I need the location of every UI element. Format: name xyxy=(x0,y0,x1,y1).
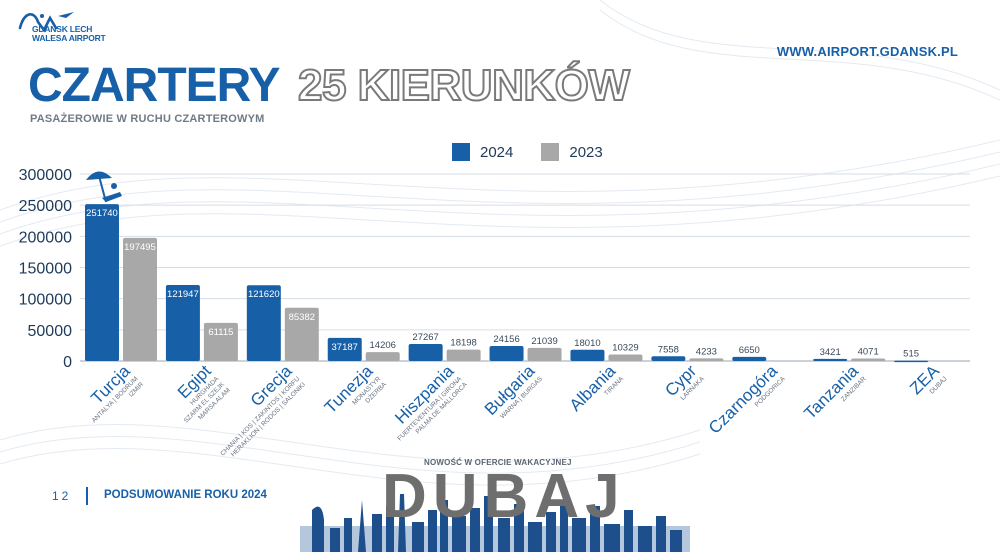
chart-legend: 2024 2023 xyxy=(452,143,619,161)
data-label: 37187 xyxy=(332,342,358,353)
promo-destination: DUBAJ xyxy=(382,462,626,531)
bar-2024 xyxy=(408,344,443,361)
data-label: 3421 xyxy=(820,347,841,358)
data-label: 27267 xyxy=(412,332,438,343)
legend-label-2023: 2023 xyxy=(569,143,603,161)
bar-2024 xyxy=(732,356,767,361)
y-tick-label: 50000 xyxy=(28,323,73,340)
legend-label-2024: 2024 xyxy=(480,143,514,161)
bar-2023 xyxy=(608,354,643,361)
data-label: 7558 xyxy=(658,344,679,355)
footer-title: PODSUMOWANIE ROKU 2024 xyxy=(104,489,267,501)
data-label: 61115 xyxy=(208,327,233,338)
y-tick-label: 250000 xyxy=(19,198,72,215)
bar-2023 xyxy=(123,237,157,361)
new-offer-label: NOWOŚĆ W OFERCIE WAKACYJNEJ xyxy=(424,458,572,467)
bar-2023 xyxy=(527,347,562,361)
y-tick-label: 200000 xyxy=(19,229,72,246)
y-tick-label: 150000 xyxy=(19,261,72,278)
page-number: 12 xyxy=(52,489,72,503)
bar-2024 xyxy=(651,356,686,361)
data-label: 121620 xyxy=(248,289,280,300)
data-label: 21039 xyxy=(531,336,557,347)
y-tick-label: 100000 xyxy=(19,292,72,309)
data-label: 85382 xyxy=(289,312,315,323)
bar-2023 xyxy=(365,352,400,361)
y-tick-label: 0 xyxy=(63,354,72,371)
legend-swatch-2023 xyxy=(541,143,560,161)
bar-2024 xyxy=(165,284,200,361)
bar-2024 xyxy=(246,285,281,361)
x-tick-label: Czarnogóra xyxy=(705,361,782,438)
bar-2024 xyxy=(489,345,524,361)
bar-2023 xyxy=(851,358,886,361)
logo-text: GDANSK LECH WALESA AIRPORT xyxy=(32,25,106,43)
bar-2024 xyxy=(327,337,362,361)
bar-2023 xyxy=(689,358,724,361)
logo-line1: GDANSK LECH xyxy=(32,24,93,34)
bar-2024 xyxy=(85,204,119,361)
bar-2023 xyxy=(446,349,481,361)
data-label: 4233 xyxy=(696,346,717,357)
page-subtitle: PASAŻEROWIE W RUCHU CZARTEROWYM xyxy=(30,113,265,125)
website-url[interactable]: WWW.AIRPORT.GDANSK.PL xyxy=(776,44,958,59)
legend-swatch-2024 xyxy=(452,143,470,161)
bar-2024 xyxy=(570,349,605,361)
bar-2023 xyxy=(203,322,238,361)
x-tick-label: ZEA xyxy=(906,361,943,398)
data-label: 4071 xyxy=(858,346,879,357)
data-label: 251740 xyxy=(86,208,118,219)
data-label: 6650 xyxy=(739,345,760,356)
legend-item-2024: 2024 xyxy=(452,143,513,161)
logo-line2: WALESA AIRPORT xyxy=(32,33,106,43)
bar-2024 xyxy=(894,360,929,363)
data-label: 18198 xyxy=(450,338,476,349)
data-label: 10329 xyxy=(612,343,638,354)
bar-2023 xyxy=(284,307,319,361)
footer-divider xyxy=(86,487,88,505)
bar-2024 xyxy=(813,358,848,361)
data-label: 24156 xyxy=(493,334,519,345)
page-title: CZARTERY xyxy=(28,59,281,112)
legend-item-2023: 2023 xyxy=(541,143,603,161)
beach-umbrella-icon xyxy=(86,171,122,203)
data-label: 18010 xyxy=(574,338,600,349)
data-label: 197495 xyxy=(124,242,156,253)
dubai-skyline-illustration xyxy=(300,494,690,552)
y-tick-label: 300000 xyxy=(19,167,72,184)
airport-logo xyxy=(18,12,74,33)
data-label: 121947 xyxy=(167,289,199,300)
data-label: 515 xyxy=(903,349,919,360)
page-title-outline: 25 KIERUNKÓW xyxy=(297,60,631,111)
data-label: 14206 xyxy=(370,340,396,351)
